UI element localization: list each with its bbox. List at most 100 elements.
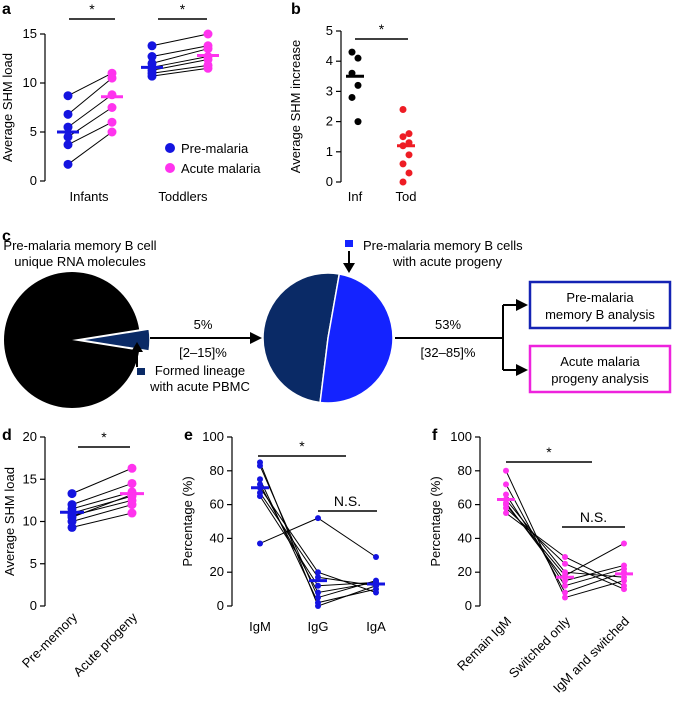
data-point [315,594,321,601]
pie2-title-line1: Pre-malaria memory B cells [363,238,523,253]
pie2-progeny-slice [319,273,394,404]
data-point [257,540,263,547]
data-point [63,140,73,150]
y-tick-label: 60 [210,497,224,512]
paired-line [151,33,209,47]
pie1-lineage-wedge [79,328,151,352]
x-category-label: Inf [348,189,363,204]
data-point [67,522,77,532]
data-point [257,476,263,483]
data-point [503,467,509,474]
panel-letter-f: f [432,427,438,444]
panel-letter-b: b [291,1,301,18]
y-tick-label: 0 [30,173,37,188]
paired-line [71,467,133,495]
data-point [315,574,321,581]
paired-line [67,121,113,146]
pie2-arrowhead [343,263,355,273]
data-point [127,478,137,488]
data-point [399,160,407,168]
data-point [165,143,175,153]
panel-d-chart: 0 5 10 15 20 Average SHM load Pre-memoryAcute … [2,429,144,679]
y-tick-label: 40 [458,530,472,545]
box1-line1: Pre-malaria [566,290,634,305]
y-tick-label: 1 [326,144,333,159]
y-tick-label: 20 [23,429,37,444]
pie2-other-slice [262,272,341,404]
paired-line [151,45,209,58]
x-category-label: Infants [69,189,109,204]
y-tick-label: 5 [30,556,37,571]
data-point [621,582,627,589]
data-point [107,103,117,112]
data-point [405,151,413,159]
data-point [348,48,356,56]
data-point [621,574,627,581]
data-point [399,178,407,186]
pre-malaria-analysis-box [528,280,672,330]
paired-line [71,512,133,528]
arrow1-head [250,332,262,344]
panel-c-diagram: Pre-malaria memory B cell unique RNA mol… [3,238,672,408]
data-point [405,130,413,138]
significance-label: N.S. [334,493,361,509]
data-point [127,500,137,510]
data-point [503,481,509,488]
pie1-main-slice [4,272,140,408]
x-category-label: IgG [308,619,329,634]
paired-line [71,483,133,506]
data-point [562,560,568,567]
y-tick-label: 60 [458,497,472,512]
y-axis-label: Average SHM load [0,53,15,162]
lineage-label-line2: with acute PBMC [149,379,250,394]
x-category-label: Acute progeny [70,609,140,679]
panel-letter-c: c [2,228,11,245]
data-point [373,589,379,596]
data-point [315,569,321,576]
data-point [348,93,356,101]
arrow1-percent: 5% [194,317,213,332]
data-point [315,599,321,606]
data-point [63,159,73,169]
paired-line [71,504,133,522]
pie1-title-line1: Pre-malaria memory B cell [3,238,156,253]
box2-line1: Acute malaria [560,354,640,369]
significance-label: * [379,21,385,37]
significance-label: * [546,444,552,460]
y-axis-label: Percentage (%) [180,476,195,566]
data-point [63,91,73,101]
y-tick-label: 15 [23,26,37,41]
y-tick-label: 100 [450,429,472,444]
panel-a-chart: 0 5 10 15 Average SHM load Infants Toddlers * * P… [0,1,261,204]
significance-label: * [299,438,305,454]
panel-e-chart: 0 20 40 60 80 100 Percentage (%) IgM IgG IgA * N.S. [180,429,386,634]
x-category-label: Tod [396,189,417,204]
data-point [67,489,77,499]
y-tick-label: 10 [23,514,37,529]
data-point [562,594,568,601]
data-point [107,117,117,127]
acute-progeny-analysis-box [528,344,672,394]
data-point [63,132,73,142]
x-category-label: Pre-memory [19,609,81,671]
y-tick-label: 0 [465,598,472,613]
lineage-label-line1: Formed lineage [155,363,245,378]
pie2-title-line2: with acute progeny [392,254,503,269]
paired-line [67,94,113,128]
y-tick-label: 80 [210,463,224,478]
data-point [354,118,362,126]
panel-letter-a: a [2,1,11,18]
paired-line [67,77,113,115]
data-point [621,540,627,547]
panel-letter-e: e [184,427,193,444]
arrow1-range: [2–15]% [179,345,227,360]
data-point [503,491,509,498]
arrow2-head-top [516,299,528,311]
y-tick-label: 5 [30,124,37,139]
legend-label: Acute malaria [181,161,261,176]
acute-progeny-marker [345,240,353,247]
arrow2-head-bottom [516,364,528,376]
data-point [147,52,157,62]
significance-label: * [101,429,107,445]
